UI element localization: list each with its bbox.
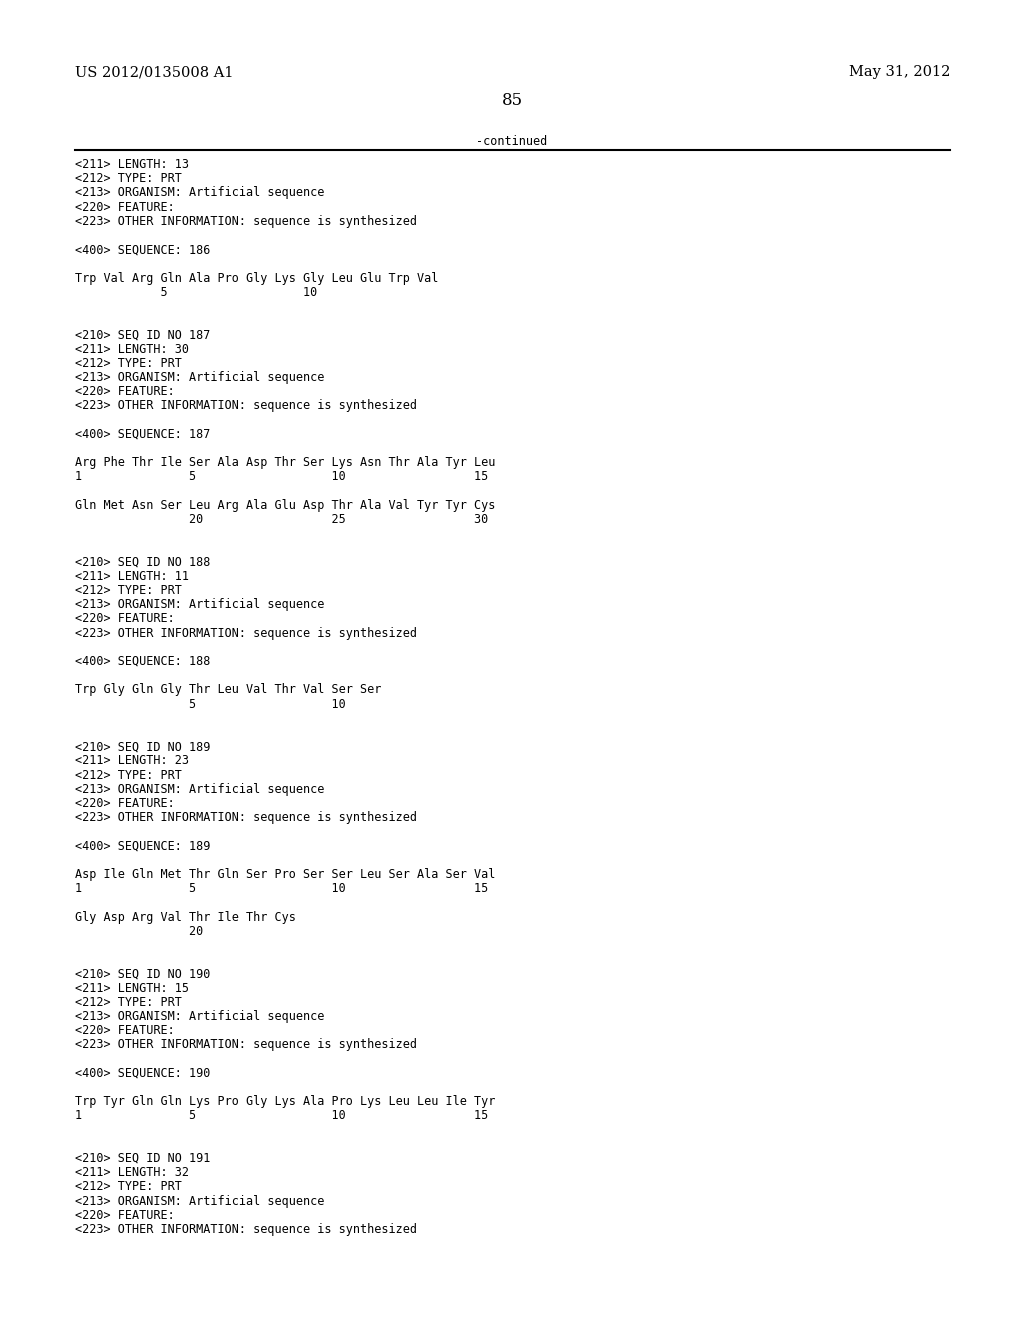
Text: -continued: -continued [476, 135, 548, 148]
Text: 5                   10: 5 10 [75, 697, 346, 710]
Text: <223> OTHER INFORMATION: sequence is synthesized: <223> OTHER INFORMATION: sequence is syn… [75, 627, 417, 640]
Text: 85: 85 [502, 92, 522, 110]
Text: US 2012/0135008 A1: US 2012/0135008 A1 [75, 65, 233, 79]
Text: Trp Val Arg Gln Ala Pro Gly Lys Gly Leu Glu Trp Val: Trp Val Arg Gln Ala Pro Gly Lys Gly Leu … [75, 272, 438, 285]
Text: <210> SEQ ID NO 191: <210> SEQ ID NO 191 [75, 1152, 210, 1166]
Text: <220> FEATURE:: <220> FEATURE: [75, 1024, 175, 1038]
Text: 1               5                   10                  15: 1 5 10 15 [75, 882, 488, 895]
Text: <211> LENGTH: 15: <211> LENGTH: 15 [75, 982, 189, 994]
Text: <212> TYPE: PRT: <212> TYPE: PRT [75, 356, 182, 370]
Text: Trp Tyr Gln Gln Lys Pro Gly Lys Ala Pro Lys Leu Leu Ile Tyr: Trp Tyr Gln Gln Lys Pro Gly Lys Ala Pro … [75, 1096, 496, 1109]
Text: <212> TYPE: PRT: <212> TYPE: PRT [75, 172, 182, 185]
Text: <220> FEATURE:: <220> FEATURE: [75, 1209, 175, 1222]
Text: 1               5                   10                  15: 1 5 10 15 [75, 1109, 488, 1122]
Text: <211> LENGTH: 11: <211> LENGTH: 11 [75, 570, 189, 583]
Text: <220> FEATURE:: <220> FEATURE: [75, 385, 175, 399]
Text: <400> SEQUENCE: 190: <400> SEQUENCE: 190 [75, 1067, 210, 1080]
Text: <210> SEQ ID NO 187: <210> SEQ ID NO 187 [75, 329, 210, 342]
Text: <400> SEQUENCE: 188: <400> SEQUENCE: 188 [75, 655, 210, 668]
Text: <223> OTHER INFORMATION: sequence is synthesized: <223> OTHER INFORMATION: sequence is syn… [75, 1224, 417, 1236]
Text: <400> SEQUENCE: 186: <400> SEQUENCE: 186 [75, 243, 210, 256]
Text: <210> SEQ ID NO 189: <210> SEQ ID NO 189 [75, 741, 210, 754]
Text: <213> ORGANISM: Artificial sequence: <213> ORGANISM: Artificial sequence [75, 783, 325, 796]
Text: 5                   10: 5 10 [75, 286, 317, 298]
Text: <220> FEATURE:: <220> FEATURE: [75, 201, 175, 214]
Text: <400> SEQUENCE: 189: <400> SEQUENCE: 189 [75, 840, 210, 853]
Text: Trp Gly Gln Gly Thr Leu Val Thr Val Ser Ser: Trp Gly Gln Gly Thr Leu Val Thr Val Ser … [75, 684, 381, 697]
Text: <211> LENGTH: 30: <211> LENGTH: 30 [75, 343, 189, 355]
Text: <210> SEQ ID NO 190: <210> SEQ ID NO 190 [75, 968, 210, 981]
Text: 20                  25                  30: 20 25 30 [75, 513, 488, 525]
Text: Arg Phe Thr Ile Ser Ala Asp Thr Ser Lys Asn Thr Ala Tyr Leu: Arg Phe Thr Ile Ser Ala Asp Thr Ser Lys … [75, 457, 496, 469]
Text: <213> ORGANISM: Artificial sequence: <213> ORGANISM: Artificial sequence [75, 371, 325, 384]
Text: <212> TYPE: PRT: <212> TYPE: PRT [75, 1180, 182, 1193]
Text: 1               5                   10                  15: 1 5 10 15 [75, 470, 488, 483]
Text: <223> OTHER INFORMATION: sequence is synthesized: <223> OTHER INFORMATION: sequence is syn… [75, 400, 417, 412]
Text: <211> LENGTH: 13: <211> LENGTH: 13 [75, 158, 189, 172]
Text: <210> SEQ ID NO 188: <210> SEQ ID NO 188 [75, 556, 210, 569]
Text: <223> OTHER INFORMATION: sequence is synthesized: <223> OTHER INFORMATION: sequence is syn… [75, 1039, 417, 1052]
Text: <223> OTHER INFORMATION: sequence is synthesized: <223> OTHER INFORMATION: sequence is syn… [75, 812, 417, 824]
Text: <213> ORGANISM: Artificial sequence: <213> ORGANISM: Artificial sequence [75, 1010, 325, 1023]
Text: <220> FEATURE:: <220> FEATURE: [75, 797, 175, 810]
Text: <211> LENGTH: 23: <211> LENGTH: 23 [75, 755, 189, 767]
Text: <220> FEATURE:: <220> FEATURE: [75, 612, 175, 626]
Text: <212> TYPE: PRT: <212> TYPE: PRT [75, 583, 182, 597]
Text: <212> TYPE: PRT: <212> TYPE: PRT [75, 995, 182, 1008]
Text: <213> ORGANISM: Artificial sequence: <213> ORGANISM: Artificial sequence [75, 1195, 325, 1208]
Text: <400> SEQUENCE: 187: <400> SEQUENCE: 187 [75, 428, 210, 441]
Text: <213> ORGANISM: Artificial sequence: <213> ORGANISM: Artificial sequence [75, 186, 325, 199]
Text: <212> TYPE: PRT: <212> TYPE: PRT [75, 768, 182, 781]
Text: Asp Ile Gln Met Thr Gln Ser Pro Ser Ser Leu Ser Ala Ser Val: Asp Ile Gln Met Thr Gln Ser Pro Ser Ser … [75, 869, 496, 880]
Text: <223> OTHER INFORMATION: sequence is synthesized: <223> OTHER INFORMATION: sequence is syn… [75, 215, 417, 228]
Text: Gly Asp Arg Val Thr Ile Thr Cys: Gly Asp Arg Val Thr Ile Thr Cys [75, 911, 296, 924]
Text: 20: 20 [75, 925, 203, 937]
Text: May 31, 2012: May 31, 2012 [849, 65, 950, 79]
Text: Gln Met Asn Ser Leu Arg Ala Glu Asp Thr Ala Val Tyr Tyr Cys: Gln Met Asn Ser Leu Arg Ala Glu Asp Thr … [75, 499, 496, 512]
Text: <211> LENGTH: 32: <211> LENGTH: 32 [75, 1166, 189, 1179]
Text: <213> ORGANISM: Artificial sequence: <213> ORGANISM: Artificial sequence [75, 598, 325, 611]
